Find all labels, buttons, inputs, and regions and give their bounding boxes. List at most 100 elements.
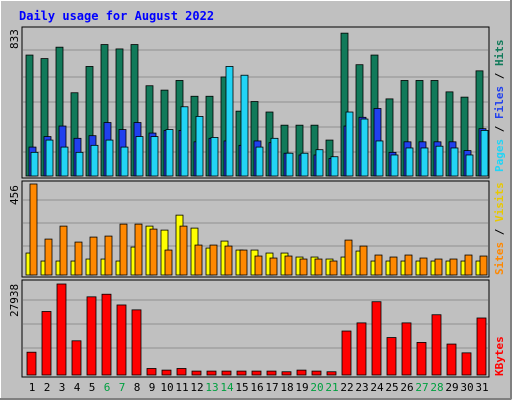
pages-bar bbox=[165, 129, 174, 177]
legend-pages: Pages bbox=[493, 139, 506, 172]
kbytes-bar bbox=[356, 322, 367, 376]
pages-bar bbox=[390, 154, 399, 177]
pages-bar bbox=[330, 156, 339, 177]
kbytes-bar bbox=[191, 370, 202, 376]
day-tick-label: 29 bbox=[445, 381, 458, 394]
kbytes-bar bbox=[461, 352, 472, 376]
sites-bar bbox=[374, 254, 383, 276]
sites-bar bbox=[209, 244, 218, 276]
kbytes-bar bbox=[131, 309, 142, 376]
kbytes-bar bbox=[26, 351, 37, 376]
pages-bar bbox=[75, 151, 84, 177]
middle-panel-legend: Sites / Visits bbox=[493, 182, 506, 275]
sites-bar bbox=[104, 235, 113, 276]
kbytes-bar bbox=[416, 342, 427, 376]
pages-bar bbox=[345, 111, 354, 177]
pages-bar bbox=[105, 139, 114, 177]
kbytes-bar bbox=[116, 304, 127, 376]
kbytes-bar bbox=[401, 322, 412, 376]
legend-hits: Hits bbox=[493, 40, 506, 67]
legend-separator: / bbox=[493, 66, 506, 86]
sites-bar bbox=[254, 255, 263, 276]
x-axis-labels: 1 2 3 4 5 6 7 8 9 10 11 12 13 14 15 16 17 18 19 20 21 22 23 24 2… bbox=[29, 381, 489, 394]
day-tick-label: 20 bbox=[310, 381, 323, 394]
sites-bar bbox=[59, 225, 68, 276]
kbytes-bar bbox=[311, 370, 322, 376]
kbytes-bar bbox=[86, 296, 97, 376]
legend-separator: / bbox=[493, 119, 506, 139]
sites-bar bbox=[284, 255, 293, 276]
day-tick-label: 24 bbox=[370, 381, 384, 394]
sites-bar bbox=[344, 239, 353, 276]
kbytes-bar bbox=[446, 343, 457, 376]
sites-bar bbox=[449, 258, 458, 276]
day-tick-label: 25 bbox=[385, 381, 398, 394]
day-tick-label: 16 bbox=[250, 381, 263, 394]
pages-bar bbox=[195, 116, 204, 177]
pages-bar bbox=[120, 146, 129, 177]
sites-bar bbox=[149, 228, 158, 276]
top-panel-legend: Pages / Files / Hits bbox=[493, 40, 506, 173]
day-tick-label: 30 bbox=[460, 381, 473, 394]
sites-bar bbox=[179, 225, 188, 276]
pages-bar bbox=[375, 140, 384, 177]
sites-bar bbox=[269, 257, 278, 276]
sites-bar bbox=[239, 249, 248, 276]
pages-bar bbox=[315, 149, 324, 177]
sites-bar bbox=[194, 244, 203, 276]
day-tick-label: 11 bbox=[175, 381, 188, 394]
pages-bar bbox=[225, 66, 234, 177]
pages-bar bbox=[150, 136, 159, 177]
kbytes-bar bbox=[296, 369, 307, 376]
day-tick-label: 10 bbox=[160, 381, 173, 394]
sites-bar bbox=[224, 245, 233, 276]
day-tick-label: 3 bbox=[59, 381, 66, 394]
sites-bar bbox=[299, 258, 308, 276]
kbytes-bar bbox=[206, 370, 217, 376]
day-tick-label: 15 bbox=[235, 381, 248, 394]
day-tick-label: 9 bbox=[149, 381, 156, 394]
day-tick-label: 28 bbox=[430, 381, 443, 394]
kbytes-bar bbox=[221, 370, 232, 376]
legend-files: Files bbox=[493, 86, 506, 119]
day-tick-label: 23 bbox=[355, 381, 368, 394]
bars-layer bbox=[23, 32, 489, 376]
kbytes-bar bbox=[371, 301, 382, 376]
pages-bar bbox=[135, 136, 144, 177]
pages-bar bbox=[270, 137, 279, 177]
pages-bar bbox=[450, 147, 459, 177]
day-tick-label: 14 bbox=[220, 381, 234, 394]
kbytes-bar bbox=[281, 371, 292, 376]
legend-visits: Visits bbox=[493, 182, 506, 222]
pages-bar bbox=[30, 151, 39, 177]
sites-bar bbox=[44, 238, 53, 276]
kbytes-bar bbox=[71, 340, 82, 376]
day-tick-label: 19 bbox=[295, 381, 308, 394]
kbytes-bar bbox=[431, 314, 442, 376]
day-tick-label: 5 bbox=[89, 381, 96, 394]
day-tick-label: 13 bbox=[205, 381, 218, 394]
pages-bar bbox=[405, 147, 414, 177]
day-tick-label: 27 bbox=[415, 381, 428, 394]
day-tick-label: 26 bbox=[400, 381, 413, 394]
kbytes-bar bbox=[266, 370, 277, 376]
sites-bar bbox=[404, 254, 413, 276]
sites-bar bbox=[359, 245, 368, 276]
pages-bar bbox=[465, 154, 474, 177]
kbytes-bar bbox=[56, 283, 67, 376]
kbytes-bar bbox=[236, 370, 247, 376]
chart-title: Daily usage for August 2022 bbox=[19, 9, 214, 23]
pages-bar bbox=[210, 137, 219, 177]
sites-bar bbox=[164, 249, 173, 276]
day-tick-label: 17 bbox=[265, 381, 278, 394]
day-tick-label: 1 bbox=[29, 381, 36, 394]
pages-bar bbox=[255, 146, 264, 177]
pages-bar bbox=[60, 146, 69, 177]
pages-bar bbox=[180, 106, 189, 177]
kbytes-bar bbox=[251, 370, 262, 376]
legend-separator: / bbox=[493, 222, 506, 242]
kbytes-bar bbox=[146, 368, 157, 376]
day-tick-label: 6 bbox=[104, 381, 111, 394]
sites-bar bbox=[29, 183, 38, 276]
